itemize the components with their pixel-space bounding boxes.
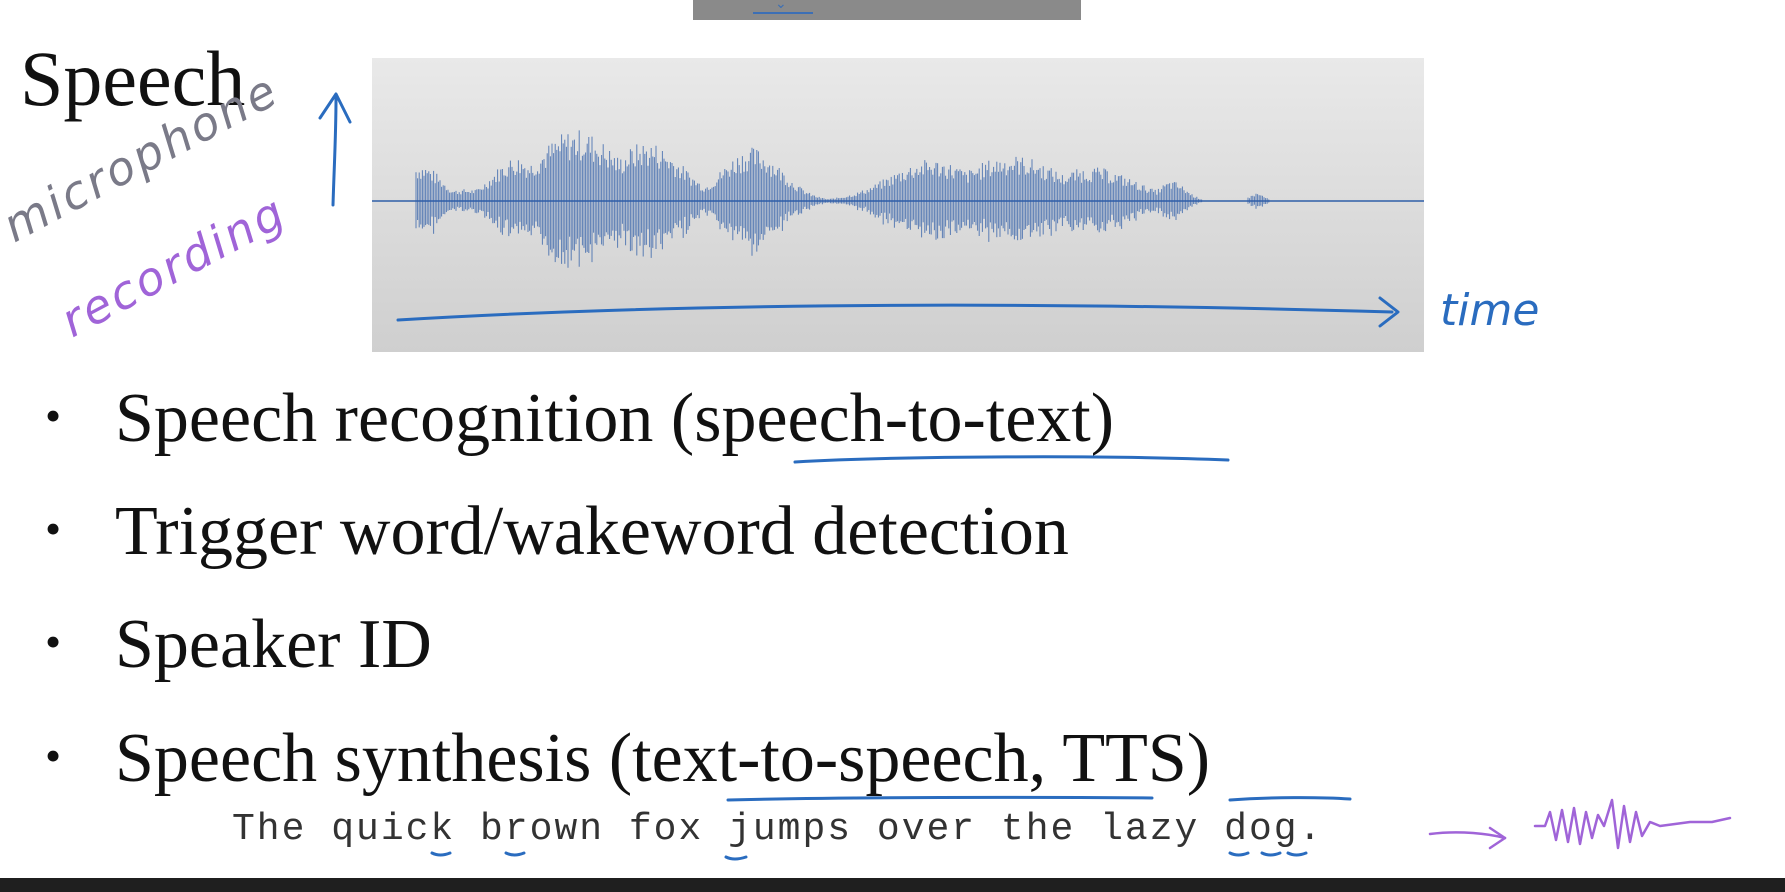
bullet-text: Speaker ID <box>115 606 432 683</box>
bullet-dot: • <box>45 503 62 554</box>
bullet-text: Speech synthesis (text-to-speech, TTS) <box>115 720 1211 797</box>
bottom-bar <box>0 878 1785 892</box>
bullet-text: Trigger word/wakeword detection <box>115 493 1069 570</box>
waveform-panel <box>372 58 1424 352</box>
tts-sample-sentence: The quick brown fox jumps over the lazy … <box>232 808 1324 851</box>
top-tab-underline <box>753 12 813 14</box>
slide-title: Speech <box>20 35 246 122</box>
chevron-down-icon[interactable]: ⌄ <box>775 0 787 12</box>
bullet-item: • Speaker ID <box>45 610 432 680</box>
bullet-text: Speech recognition (speech-to-text) <box>115 380 1115 457</box>
waveform <box>415 130 1270 268</box>
bullet-item: • Trigger word/wakeword detection <box>45 497 1069 567</box>
bullet-dot: • <box>45 390 62 441</box>
bullet-dot: • <box>45 616 62 667</box>
bullet-item: • Speech synthesis (text-to-speech, TTS) <box>45 724 1210 794</box>
bullet-dot: • <box>45 730 62 781</box>
waveform-graphic <box>372 130 1424 268</box>
top-tab[interactable]: ⌄ <box>693 0 1081 20</box>
bullet-item: • Speech recognition (speech-to-text) <box>45 384 1114 454</box>
annotation-time: time <box>1440 285 1540 336</box>
